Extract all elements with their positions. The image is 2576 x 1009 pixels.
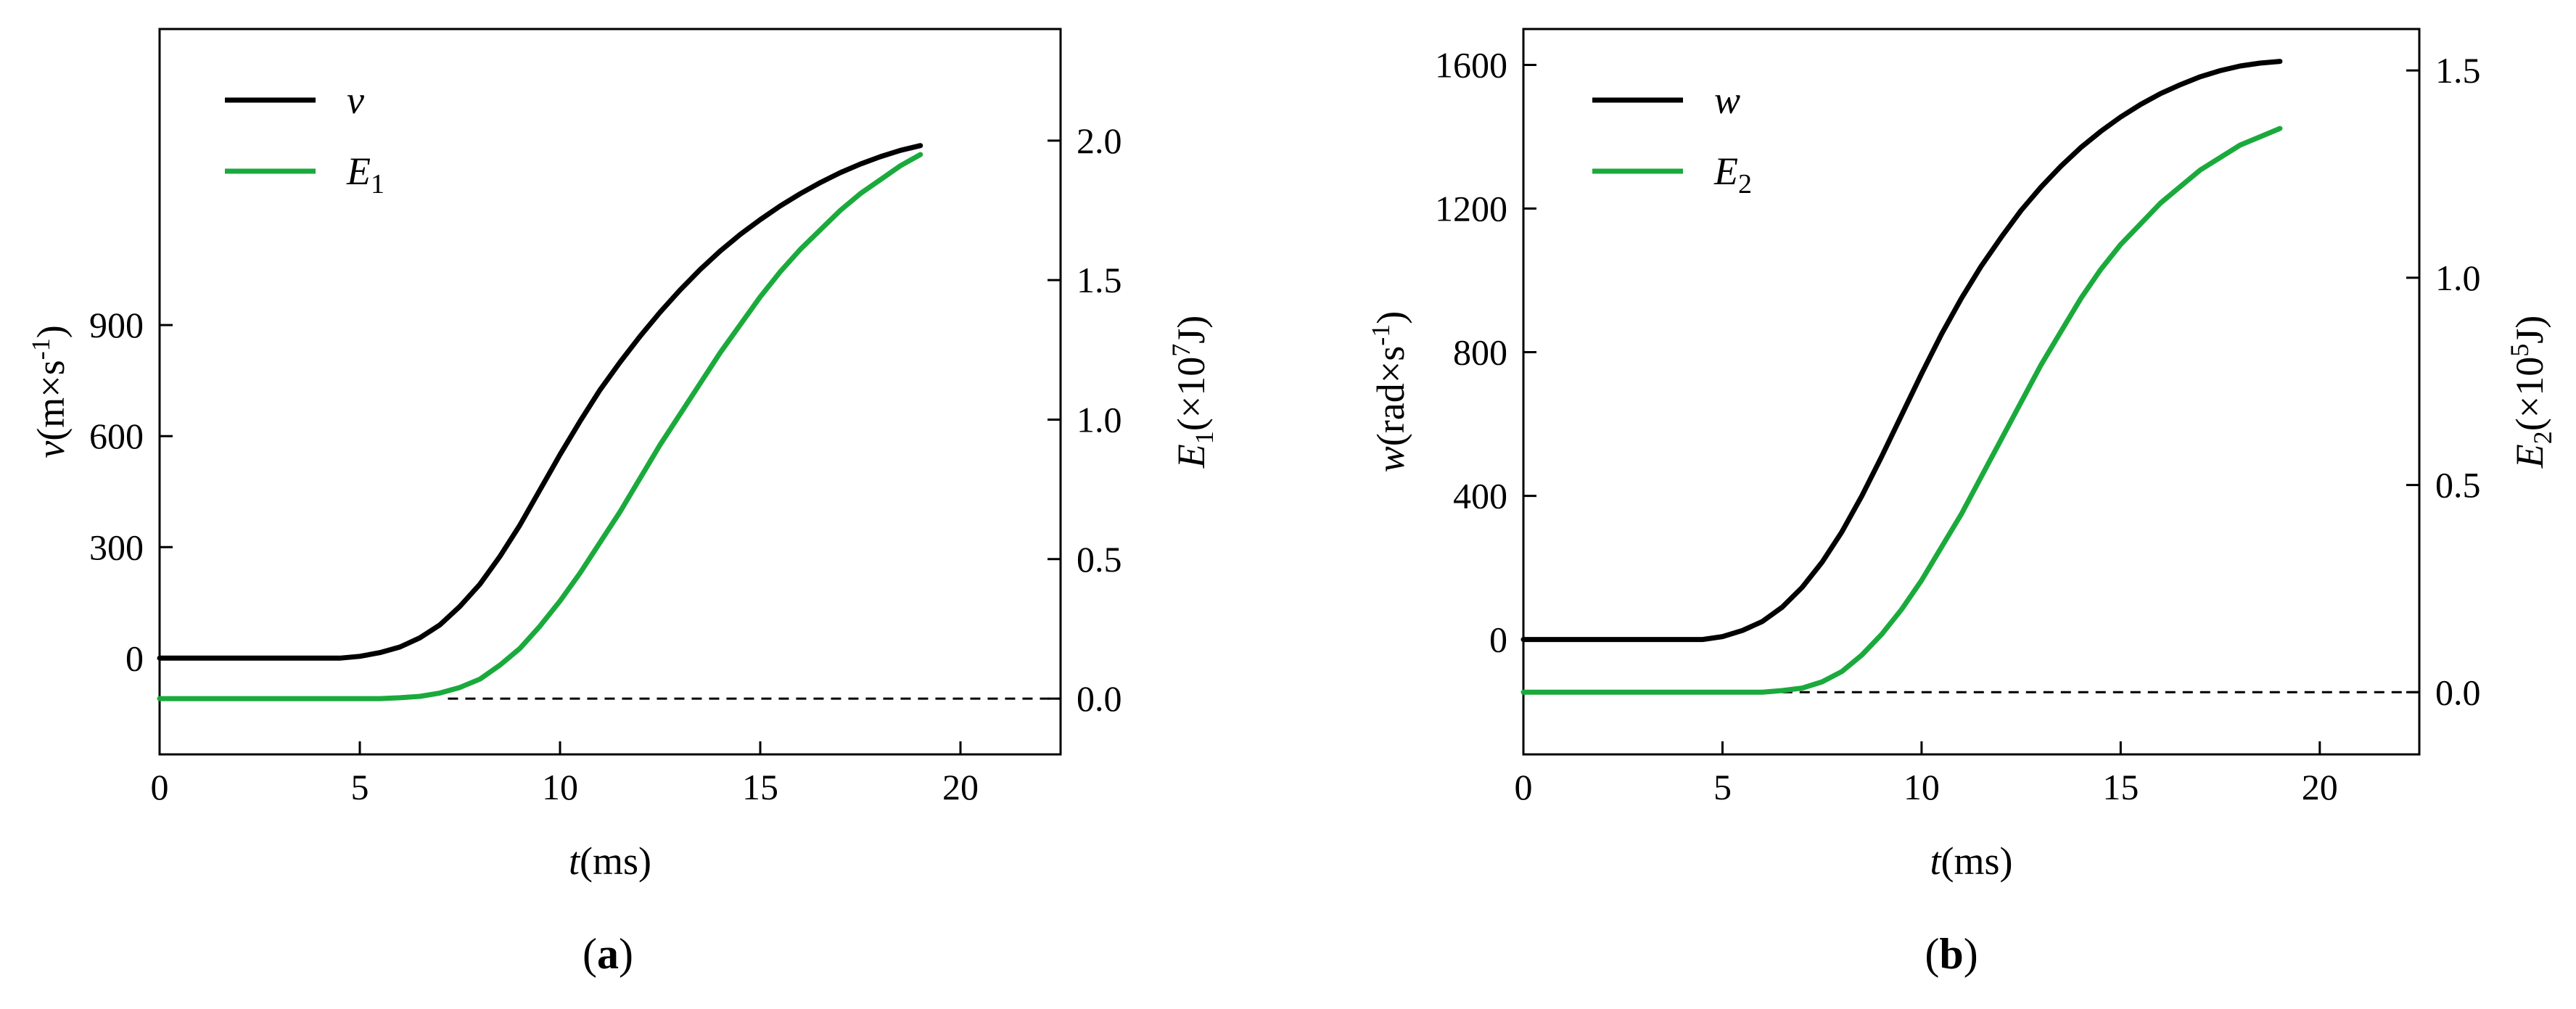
y-right-label-sup: 5	[2505, 344, 2534, 357]
legend-label-w: w	[1714, 78, 1740, 122]
series-line-v	[157, 143, 923, 661]
plot-frame	[1522, 28, 2421, 756]
panel-label-letter: b	[1939, 930, 1963, 978]
y-right-axis-label: E2(×105J)	[2505, 316, 2557, 469]
y-right-tick-label: 1.5	[2435, 50, 2481, 91]
x-axis-label-unit: (ms)	[1941, 839, 2013, 883]
x-axis-label: t(ms)	[1930, 839, 2013, 883]
y-right-tick-label: 0.5	[2435, 465, 2481, 506]
panel-label-open: (	[583, 930, 597, 978]
y-left-axis-label: w(rad×s-1)	[1366, 311, 1412, 472]
panel-label-letter: a	[597, 930, 619, 978]
x-tick-label: 5	[1713, 767, 1732, 807]
panel-label: (b)	[1925, 930, 1978, 978]
legend-label-main: E	[1713, 149, 1738, 193]
y-right-tick-label: 1.5	[1077, 260, 1122, 300]
y-left-tick-label: 1600	[1435, 45, 1507, 86]
y-right-label-close: J)	[1169, 316, 1213, 344]
x-tick-label: 0	[151, 767, 169, 807]
series-line-E1	[157, 152, 923, 701]
y-left-tick-label: 0	[1489, 619, 1507, 660]
y-right-tick-label: 0.5	[1077, 539, 1122, 580]
legend-label-main: E	[346, 149, 371, 193]
panel-label-close: )	[1964, 930, 1978, 978]
series-line-E2	[1521, 125, 2283, 695]
x-tick-label: 10	[1904, 767, 1940, 807]
y-right-label-sub: 1	[1190, 431, 1219, 444]
y-left-label-close: )	[29, 325, 73, 338]
x-tick-label: 15	[742, 767, 778, 807]
y-right-label-close: J)	[2508, 316, 2551, 344]
y-right-label-sup: 7	[1166, 344, 1196, 357]
y-left-tick-label: 400	[1453, 476, 1507, 516]
chart-panel-b: 0 5 10 15 200400800120016000.00.51.01.5wE2t(…	[1366, 28, 2557, 978]
x-axis-label-var: t	[1930, 839, 1943, 883]
y-left-tick-label: 300	[89, 527, 144, 567]
y-right-tick-label: 1.0	[2435, 258, 2481, 298]
y-left-label-sup: -1	[26, 338, 55, 360]
y-right-label-unit: (×10	[1169, 357, 1213, 431]
legend-label-v: v	[347, 78, 364, 122]
y-right-label-var: E	[1169, 444, 1213, 469]
panel-label-open: (	[1925, 930, 1939, 978]
y-left-label-sup: -1	[1366, 324, 1395, 346]
y-left-axis-label: v(m×s-1)	[26, 325, 73, 458]
y-left-label-close: )	[1369, 311, 1412, 324]
series-line-w	[1521, 59, 2283, 643]
y-left-label-var: v	[29, 441, 73, 458]
x-tick-label: 20	[942, 767, 979, 807]
y-right-tick-label: 0.0	[2435, 672, 2481, 712]
x-tick-label: 5	[351, 767, 369, 807]
panel-label: (a)	[583, 930, 633, 978]
x-tick-label: 10	[542, 767, 578, 807]
y-left-tick-label: 800	[1453, 332, 1507, 373]
y-left-tick-label: 600	[89, 416, 144, 456]
legend-label-sub: 1	[371, 169, 384, 199]
y-left-tick-label: 0	[125, 638, 144, 678]
y-left-label-unit: (rad×s	[1369, 346, 1412, 446]
x-axis-label: t(ms)	[569, 839, 651, 883]
y-right-tick-label: 0.0	[1077, 678, 1122, 719]
y-left-label-var: w	[1369, 446, 1412, 472]
y-left-label-unit: (m×s	[29, 360, 73, 440]
y-right-label-sub: 2	[2528, 431, 2557, 444]
y-right-label-unit: (×10	[2508, 357, 2551, 431]
y-right-tick-label: 1.0	[1077, 399, 1122, 440]
x-tick-label: 20	[2302, 767, 2338, 807]
panel-label-close: )	[619, 930, 633, 978]
y-left-tick-label: 900	[89, 305, 144, 345]
plot-frame	[158, 28, 1062, 756]
x-axis-label-unit: (ms)	[580, 839, 651, 883]
x-tick-label: 15	[2102, 767, 2139, 807]
y-right-label-var: E	[2508, 444, 2551, 469]
legend-label-sub: 2	[1738, 169, 1752, 199]
legend-label-E2: E2	[1713, 149, 1752, 199]
legend-label-E1: E1	[346, 149, 384, 199]
y-right-axis-label: E1(×107J)	[1166, 316, 1219, 469]
y-right-tick-label: 2.0	[1077, 120, 1122, 161]
x-tick-label: 0	[1515, 767, 1533, 807]
x-axis-label-var: t	[569, 839, 581, 883]
y-left-tick-label: 1200	[1435, 189, 1507, 229]
chart-panel-a: 0 5 10 15 2003006009000.00.51.01.52.0vE1t(ms…	[26, 28, 1219, 978]
